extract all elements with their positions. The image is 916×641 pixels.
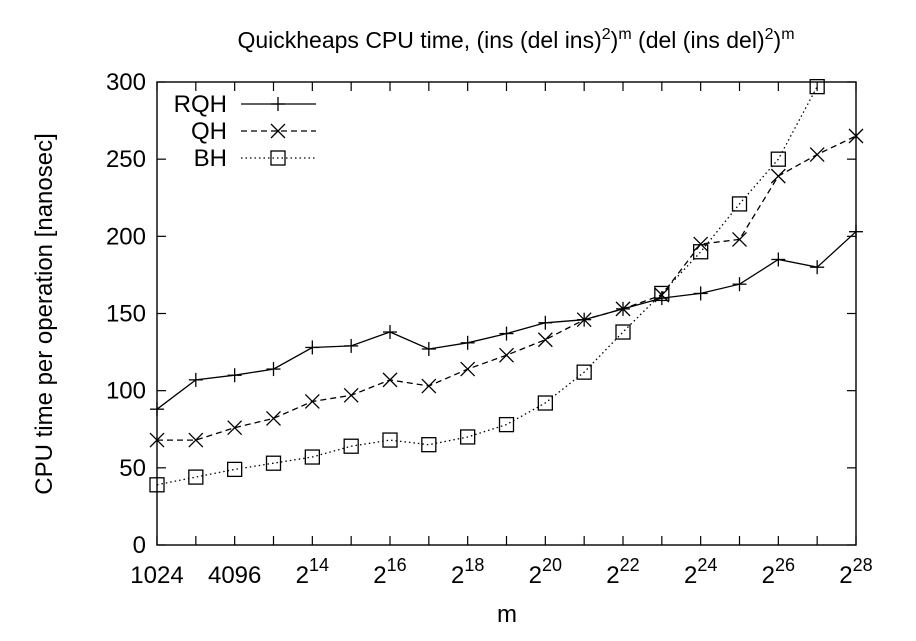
data-point-rqh	[499, 326, 514, 341]
x-tick-label: 224	[684, 555, 717, 589]
legend-marker-bh	[270, 150, 286, 166]
data-point-qh	[537, 332, 553, 348]
data-point-rqh	[460, 335, 475, 350]
plot-frame	[156, 81, 857, 546]
data-point-qh	[266, 410, 281, 426]
data-point-qh	[382, 372, 398, 388]
data-point-bh	[265, 455, 282, 471]
y-axis-label: CPU time per operation [nanosec]	[31, 133, 58, 495]
data-point-bh	[421, 437, 437, 453]
x-tick-label: 214	[296, 555, 329, 589]
data-point-rqh	[810, 260, 825, 275]
y-tick-label: 250	[106, 146, 146, 173]
y-tick-label: 50	[119, 455, 146, 482]
data-point-rqh	[771, 252, 786, 267]
data-point-bh	[304, 449, 320, 465]
x-tick-label: 218	[451, 555, 484, 589]
legend-marker-qh	[270, 123, 286, 139]
data-point-bh	[149, 477, 165, 493]
y-tick-label: 0	[133, 532, 146, 559]
y-axis: 0 50 100 150 200 250 300	[106, 69, 856, 559]
data-point-bh	[227, 461, 243, 478]
data-point-bh	[654, 285, 670, 302]
x-tick-label: 222	[606, 555, 639, 589]
x-axis-label: m	[497, 601, 517, 628]
data-point-qh	[188, 432, 204, 448]
data-point-rqh	[732, 277, 747, 292]
x-tick-label: 228	[839, 555, 872, 589]
legend-label-rqh: RQH	[174, 91, 227, 118]
data-point-bh	[576, 364, 592, 380]
data-point-qh	[421, 378, 437, 394]
data-point-qh	[304, 394, 320, 409]
data-point-qh	[848, 128, 864, 144]
legend-marker-rqh	[271, 97, 285, 111]
data-point-rqh	[421, 341, 436, 356]
x-tick-label: 220	[529, 555, 562, 589]
y-tick-label: 100	[106, 378, 146, 405]
data-point-bh	[343, 438, 359, 454]
x-tick-label: 226	[762, 555, 795, 589]
data-point-rqh	[150, 402, 164, 417]
data-point-qh	[615, 301, 631, 317]
data-point-bh	[809, 78, 825, 95]
y-tick-label: 150	[106, 301, 146, 328]
data-point-rqh	[227, 368, 242, 383]
series-line-bh	[156, 86, 818, 486]
data-point-rqh	[188, 372, 203, 387]
data-point-qh	[809, 147, 825, 162]
data-point-rqh	[383, 325, 397, 340]
data-point-qh	[460, 361, 476, 377]
data-point-qh	[654, 287, 670, 303]
data-point-bh	[770, 151, 786, 167]
data-point-qh	[732, 231, 747, 247]
data-point-bh	[693, 244, 709, 260]
data-point-bh	[188, 469, 204, 485]
legend-label-bh: BH	[194, 145, 227, 172]
data-point-qh	[343, 387, 359, 403]
data-point-rqh	[305, 340, 320, 355]
legend-label-qh: QH	[191, 118, 227, 145]
data-point-qh	[693, 236, 709, 252]
data-point-rqh	[849, 224, 863, 239]
data-point-rqh	[538, 315, 553, 330]
data-point-bh	[731, 196, 748, 212]
data-point-rqh	[344, 338, 359, 353]
x-tick-label: 1024	[130, 562, 183, 589]
data-point-qh	[149, 432, 165, 448]
series-line-qh	[157, 135, 857, 441]
data-point-qh	[770, 168, 786, 184]
data-point-rqh	[266, 362, 281, 377]
data-point-qh	[576, 312, 592, 328]
data-point-bh	[498, 416, 515, 433]
data-point-bh	[382, 432, 398, 448]
data-point-bh	[615, 324, 631, 340]
series-layer	[149, 78, 864, 493]
series-line-rqh	[156, 231, 857, 410]
data-point-qh	[499, 347, 514, 363]
data-point-qh	[227, 420, 243, 436]
data-point-bh	[460, 429, 476, 445]
y-tick-label: 300	[106, 69, 146, 96]
data-point-rqh	[693, 286, 708, 301]
x-tick-label: 216	[373, 555, 406, 589]
x-axis: 1024 4096 214 216 218 220 222 224 226 228	[130, 82, 873, 589]
x-tick-label: 4096	[208, 562, 261, 589]
y-tick-label: 200	[106, 223, 146, 250]
data-point-bh	[537, 395, 553, 411]
chart-title: Quickheaps CPU time, (ins (del ins)2)m (…	[237, 26, 794, 53]
